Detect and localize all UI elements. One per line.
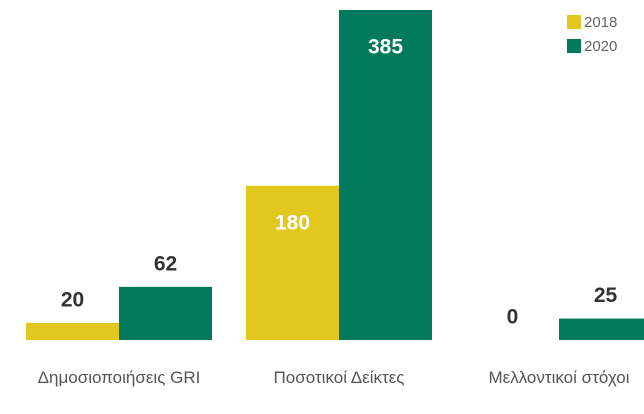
data-label: 180 [275,211,310,234]
data-label: 385 [368,36,403,59]
bar [119,286,212,340]
legend-swatch [567,15,581,29]
data-label: 25 [594,284,618,307]
x-tick-label: Ποσοτικοί Δείκτες [273,368,405,387]
x-tick-label: Δημοσιοποιήσεις GRI [37,368,201,387]
bar [246,185,339,340]
data-label: 0 [507,306,519,329]
bar [26,322,119,340]
bar [339,10,432,340]
data-label: 62 [154,252,177,275]
x-tick-label: Μελλοντικοί στόχοι [488,368,630,387]
bar [559,318,644,340]
legend-label: 2018 [584,14,617,31]
legend-label: 2020 [584,38,617,55]
legend-swatch [567,39,581,53]
data-label: 20 [61,288,84,311]
